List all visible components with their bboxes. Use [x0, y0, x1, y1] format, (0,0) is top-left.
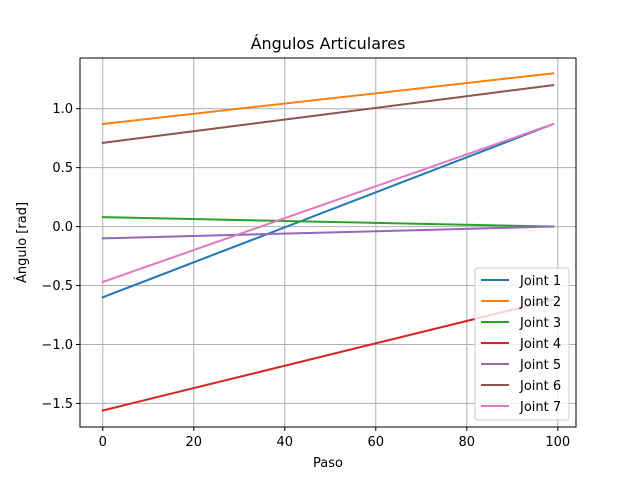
y-tick-label: 0.5	[52, 161, 73, 176]
y-axis-ticks: −1.5 −1.0 −0.5 0.0 0.5 1.0	[41, 102, 80, 412]
legend-label-joint-7: Joint 7	[519, 400, 561, 415]
legend: Joint 1 Joint 2 Joint 3 Joint 4 Joint 5 Joint…	[474, 267, 570, 421]
series-line-joint-6	[101, 83, 555, 145]
legend-label-joint-4: Joint 4	[519, 337, 561, 352]
x-axis-label: Paso	[313, 456, 343, 471]
series-line-joint-3	[101, 216, 555, 228]
x-tick-label: 100	[545, 435, 570, 450]
x-axis-ticks: 0 20 40 60 80 100	[99, 427, 570, 450]
chart-title: Ángulos Articulares	[251, 34, 406, 53]
legend-label-joint-3: Joint 3	[519, 316, 561, 331]
legend-label-joint-5: Joint 5	[519, 358, 561, 373]
y-axis-label: Ángulo [rad]	[14, 202, 30, 283]
plot-frame	[79, 57, 577, 428]
y-tick-label: −1.5	[41, 397, 73, 412]
series-line-joint-7	[101, 122, 555, 284]
series-line-joint-1	[101, 122, 555, 299]
y-tick-label: 0.0	[52, 220, 73, 235]
series-line-joint-5	[101, 225, 555, 240]
y-tick-label: 1.0	[52, 102, 73, 117]
legend-label-joint-6: Joint 6	[519, 379, 561, 394]
legend-label-joint-2: Joint 2	[519, 295, 561, 310]
x-tick-label: 0	[99, 435, 107, 450]
x-tick-label: 60	[368, 435, 385, 450]
legend-box	[474, 267, 570, 421]
series-lines	[101, 72, 555, 412]
x-tick-label: 20	[185, 435, 202, 450]
x-tick-label: 80	[459, 435, 476, 450]
x-tick-label: 40	[276, 435, 293, 450]
series-line-joint-2	[101, 72, 555, 126]
y-tick-label: −0.5	[41, 279, 73, 294]
legend-label-joint-1: Joint 1	[519, 274, 561, 289]
y-tick-label: −1.0	[41, 338, 73, 353]
